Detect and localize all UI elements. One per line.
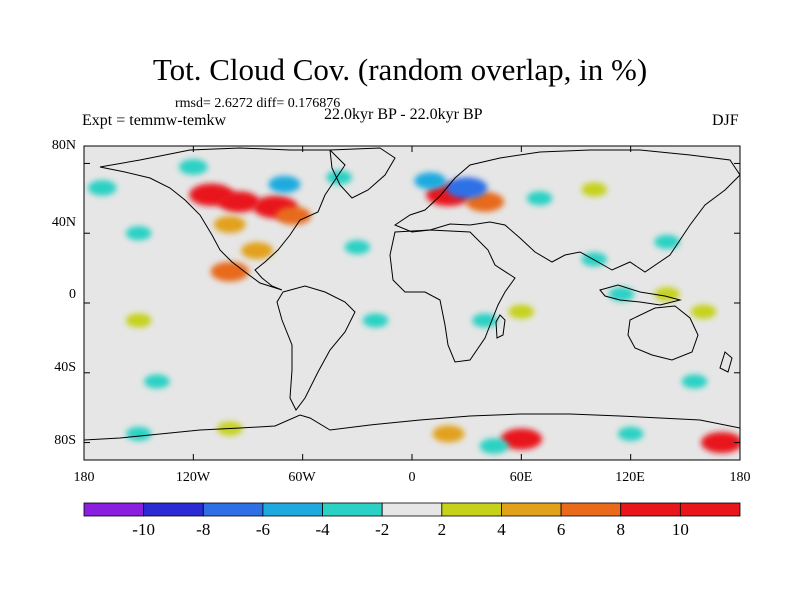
anomaly-patch: [445, 177, 488, 199]
x-tick-label: 180: [729, 470, 751, 485]
colorbar-swatch: [501, 502, 562, 517]
anomaly-patch: [144, 374, 170, 389]
experiment-label: Expt = temmw-temkw: [82, 112, 227, 129]
anomaly-patch: [654, 234, 680, 250]
coastline-maritime-continent: [599, 284, 682, 306]
y-tick-label: 80N: [51, 138, 76, 153]
anomaly-patch: [218, 191, 260, 213]
anomaly-patch: [690, 304, 717, 319]
anomaly-patch: [326, 170, 352, 185]
anomaly-patch: [213, 216, 246, 233]
colorbar-tick-label: -8: [196, 520, 211, 539]
anomaly-patch: [581, 182, 608, 197]
colorbar-tick-label: 10: [671, 520, 689, 539]
anomaly-patch: [344, 240, 371, 255]
anomaly-patch: [700, 431, 740, 454]
colorbar-tick-label: -10: [132, 520, 155, 539]
anomaly-patch: [472, 313, 498, 328]
period-label: 22.0kyr BP - 22.0kyr BP: [324, 106, 483, 123]
y-tick-label: 40S: [54, 360, 76, 375]
coastline-north-america: [99, 147, 346, 291]
coastline-antarctica: [84, 413, 740, 441]
x-tick-label: 120E: [615, 470, 645, 485]
anomaly-patch: [125, 313, 152, 328]
colorbar-swatch: [679, 502, 741, 517]
colorbar-swatch: [560, 502, 622, 517]
anomaly-patch: [479, 438, 509, 454]
anomaly-patch: [275, 206, 312, 225]
plot-background: [84, 146, 740, 460]
y-tick-label: 40N: [51, 215, 76, 230]
colorbar-tick-label: 6: [556, 520, 566, 539]
colorbar-swatch: [322, 502, 383, 517]
coastlines: [84, 147, 740, 441]
colorbar-swatch: [83, 502, 145, 517]
x-tick-label: 120W: [175, 470, 211, 485]
colorbar-tick-label: -2: [375, 520, 390, 539]
colorbar-swatch: [202, 502, 264, 517]
anomaly-patch: [210, 261, 249, 282]
anomaly-patch: [241, 242, 274, 260]
colorbar-tick-label: 2: [437, 520, 447, 539]
anomaly-patch: [681, 374, 708, 389]
anomaly-patch: [125, 226, 152, 241]
colorbar-swatch: [441, 502, 502, 517]
anomaly-patch: [87, 180, 117, 196]
x-tick-label: 60E: [509, 470, 533, 485]
anomaly-patch: [617, 426, 644, 441]
anomaly-patch: [526, 191, 553, 206]
x-tick-label: 180: [73, 470, 95, 485]
coastline-europe-asia: [393, 149, 740, 273]
anomaly-patch: [508, 304, 535, 319]
colorbar-swatch: [143, 502, 204, 517]
colorbar-tick-label: -6: [255, 520, 270, 539]
coastline-africa: [389, 229, 516, 363]
colorbar-tick-label: 4: [497, 520, 506, 539]
colorbar-tick-label: -4: [315, 520, 330, 539]
y-tick-label: 80S: [54, 433, 76, 448]
anomaly-patch: [500, 428, 543, 450]
coastline-australia: [627, 305, 699, 361]
anomaly-patch: [362, 313, 389, 328]
coastline-madagascar: [495, 314, 506, 339]
anomaly-patch: [125, 426, 152, 441]
colorbar-swatch: [381, 502, 443, 517]
colorbar-swatch: [262, 502, 323, 517]
x-tick-label: 60W: [288, 470, 316, 485]
colorbar-swatch: [620, 502, 681, 517]
stats-line: rmsd= 2.6272 diff= 0.176876: [175, 96, 341, 111]
coastline-south-america: [276, 285, 356, 411]
season-label: DJF: [712, 112, 739, 129]
colorbar-tick-label: 8: [616, 520, 625, 539]
anomaly-patch: [608, 287, 635, 302]
axis-ticks: [83, 146, 741, 460]
coastline-greenland: [329, 147, 396, 199]
anomaly-patch: [268, 175, 301, 193]
coastline-new-zealand: [719, 351, 733, 373]
x-tick-label: 0: [408, 470, 416, 485]
anomaly-patch: [432, 425, 465, 443]
y-tick-label: 0: [69, 287, 76, 302]
colorbar: [83, 502, 741, 517]
anomaly-patch: [414, 172, 447, 190]
plot-title: Tot. Cloud Cov. (random overlap, in %): [152, 52, 648, 87]
anomaly-patch: [178, 159, 208, 175]
